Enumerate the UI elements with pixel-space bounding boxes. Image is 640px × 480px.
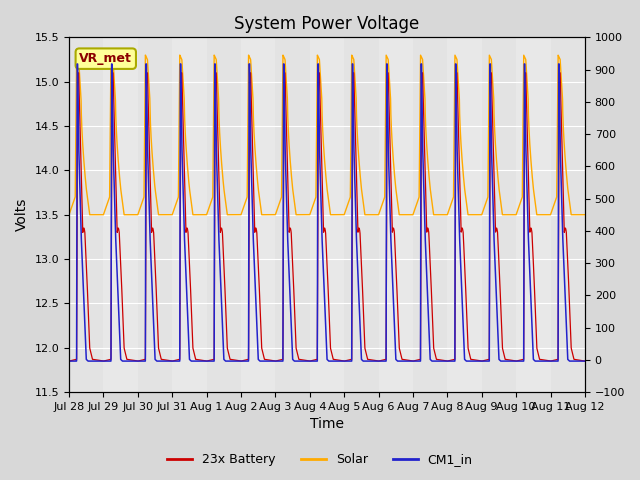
Bar [344, 37, 378, 392]
Bar [413, 37, 447, 392]
Title: System Power Voltage: System Power Voltage [234, 15, 420, 33]
Bar [550, 37, 585, 392]
Bar [138, 37, 172, 392]
Bar [482, 37, 516, 392]
Bar [69, 37, 104, 392]
Bar [275, 37, 310, 392]
X-axis label: Time: Time [310, 418, 344, 432]
Legend: 23x Battery, Solar, CM1_in: 23x Battery, Solar, CM1_in [163, 448, 477, 471]
Y-axis label: Volts: Volts [15, 198, 29, 231]
Bar [207, 37, 241, 392]
Text: VR_met: VR_met [79, 52, 132, 65]
